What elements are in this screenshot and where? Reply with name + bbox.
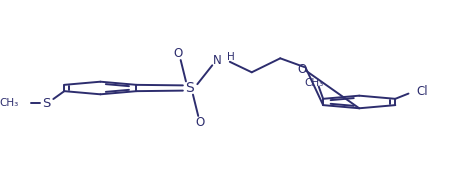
Text: O: O	[196, 116, 205, 129]
Text: O: O	[174, 47, 183, 60]
Text: S: S	[185, 81, 194, 95]
Text: CH₃: CH₃	[305, 78, 324, 88]
Text: Cl: Cl	[416, 85, 428, 98]
Text: N: N	[213, 54, 222, 67]
Text: H: H	[227, 52, 235, 62]
Text: O: O	[298, 63, 307, 76]
Text: CH₃: CH₃	[0, 98, 19, 108]
Text: S: S	[43, 97, 51, 110]
